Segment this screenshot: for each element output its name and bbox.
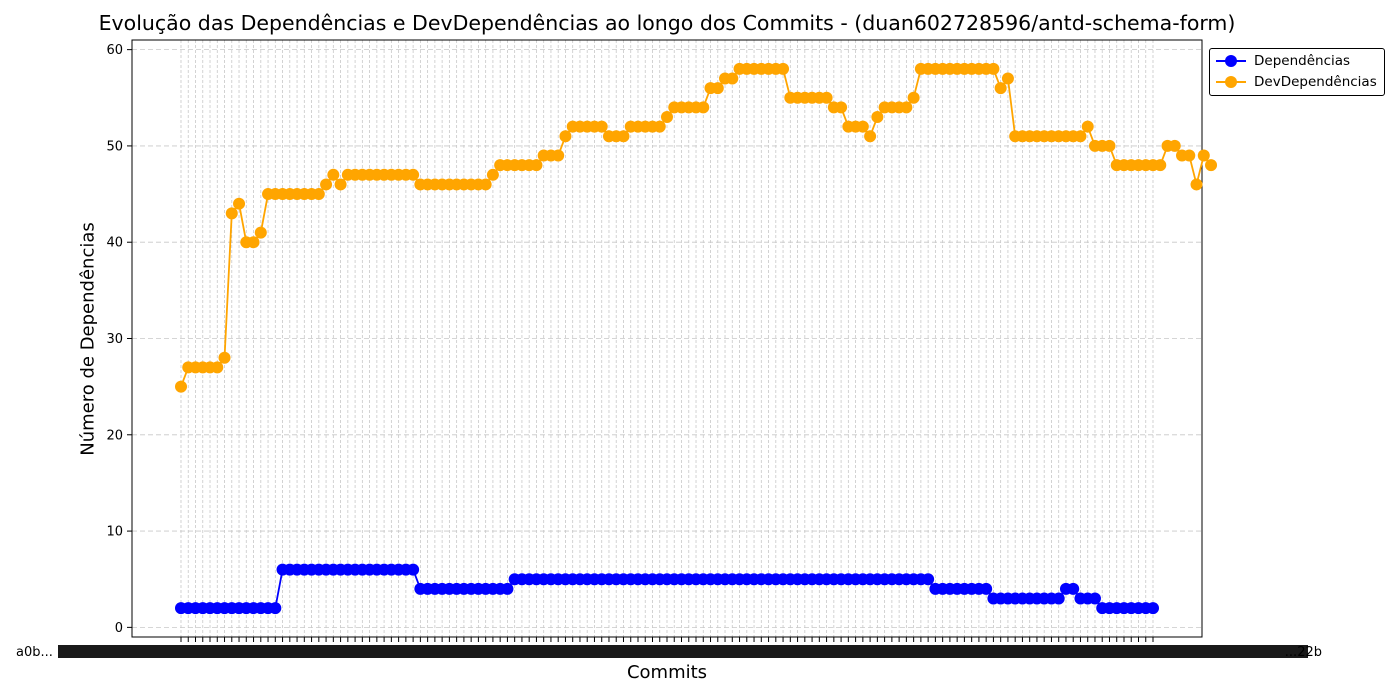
legend-marker-devdependencias [1216,72,1246,92]
series-0-point [407,563,420,576]
series-1-point [479,178,492,191]
plot-frame [131,39,1203,638]
legend-dot-dependencias [1225,55,1237,67]
legend-dot-devdependencias [1225,76,1237,88]
series-1-point [617,130,630,143]
series-1-point [1168,139,1181,152]
series-1-point [175,380,187,393]
legend: Dependências DevDependências [1209,48,1385,96]
series-0-point [269,602,282,615]
y-tick-label: 20 [106,428,123,443]
legend-label-dependencias: Dependências [1254,53,1351,69]
y-tick-label: 30 [106,332,123,347]
series-1-point [247,236,260,249]
series-0-point [1052,592,1065,605]
series-1-point [327,168,340,181]
series-1-point [820,91,833,104]
series-0-point [501,582,514,595]
series-1-point [559,130,572,143]
series-0-point [1147,602,1159,615]
series-1-point [1183,149,1196,162]
series-1-point [1081,120,1094,133]
x-tick-label-last: ...22b [1285,645,1322,660]
series-0-point [980,582,993,595]
series-1-point [777,62,790,75]
series-1-point [1103,139,1116,152]
series-1-point [407,168,420,181]
series-1-point [233,197,246,210]
x-axis-label: Commits [626,662,708,683]
series-1-point [835,101,848,114]
series-1-point [254,226,267,239]
series-1-point [595,120,608,133]
series-1-point [320,178,333,191]
series-1-point [312,188,325,201]
y-tick-label: 0 [115,621,123,636]
series-0-point [1067,582,1080,595]
series-1-point [486,168,499,181]
legend-item-devdependencias: DevDependências [1210,72,1377,92]
series-1-point [225,207,238,220]
series-1-point [1154,159,1167,172]
series-1-point [1001,72,1014,85]
y-tick-label: 40 [106,236,123,251]
series-1-point [994,82,1007,95]
legend-marker-dependencias [1216,51,1246,71]
series-1-point [907,91,920,104]
x-tick-label-first: a0b... [16,645,53,660]
series-1-point [871,111,884,124]
series-1-point [552,149,565,162]
series-1-point [211,361,224,374]
x-tick-labels-overlap [58,645,1308,658]
series-1-point [900,101,913,114]
series-1-point [530,159,543,172]
series-0-point [1088,592,1101,605]
series-1-point [711,82,724,95]
series-1-point [1197,149,1210,162]
series-1-point [1074,130,1087,143]
series-1-point [726,72,739,85]
series-1-point [334,178,347,191]
series-1-point [697,101,710,114]
chart-title: Evolução das Dependências e DevDependênc… [98,11,1236,35]
series-1-point [864,130,877,143]
y-axis-label: Número de Dependências [77,222,99,456]
series-1-point [661,111,673,124]
y-tick-label: 60 [106,43,123,58]
series-1-point [1190,178,1203,191]
legend-label-devdependencias: DevDependências [1254,74,1377,90]
series-1-point [218,351,231,364]
legend-item-dependencias: Dependências [1210,51,1350,71]
series-1-point [653,120,666,133]
series-1-point [987,62,1000,75]
series-1-point [856,120,869,133]
series-0-point [922,573,935,586]
y-tick-label: 10 [106,525,123,540]
y-tick-label: 50 [106,139,123,154]
series-1-point [1205,159,1218,172]
